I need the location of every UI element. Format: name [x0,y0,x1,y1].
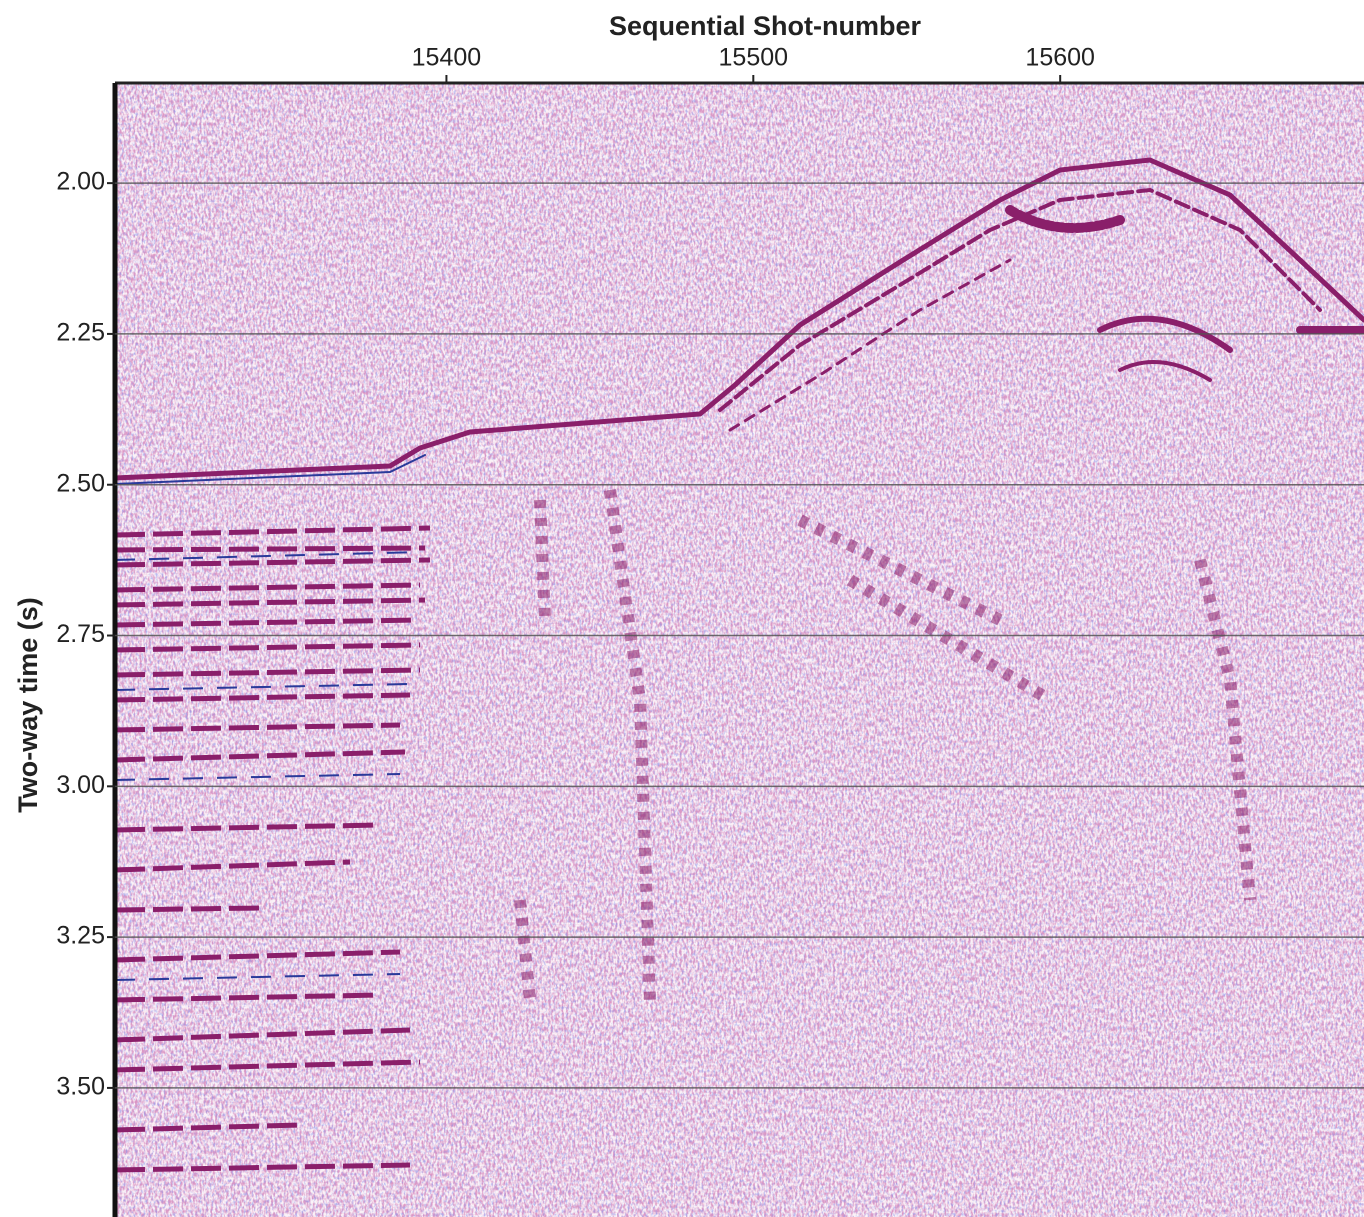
y-tick-label: 2.25 [56,319,105,347]
chart: Sequential Shot-number Two-way time (s) … [0,0,1364,1217]
y-tick-label: 2.50 [56,469,105,497]
y-tick-label: 3.25 [56,922,105,950]
x-axis-label: Sequential Shot-number [609,11,922,41]
y-tick-label: 3.50 [56,1073,105,1101]
y-tick-label: 3.00 [56,771,105,799]
seismic-image [115,83,1364,1217]
x-tick-label: 15400 [412,44,482,72]
y-tick-label: 2.00 [56,168,105,196]
x-tick-label: 15600 [1025,44,1095,72]
y-axis-label: Two-way time (s) [13,597,43,813]
y-tick-label: 2.75 [56,620,105,648]
page: Sequential Shot-number Two-way time (s) … [0,0,1364,1217]
x-tick-label: 15500 [719,44,789,72]
